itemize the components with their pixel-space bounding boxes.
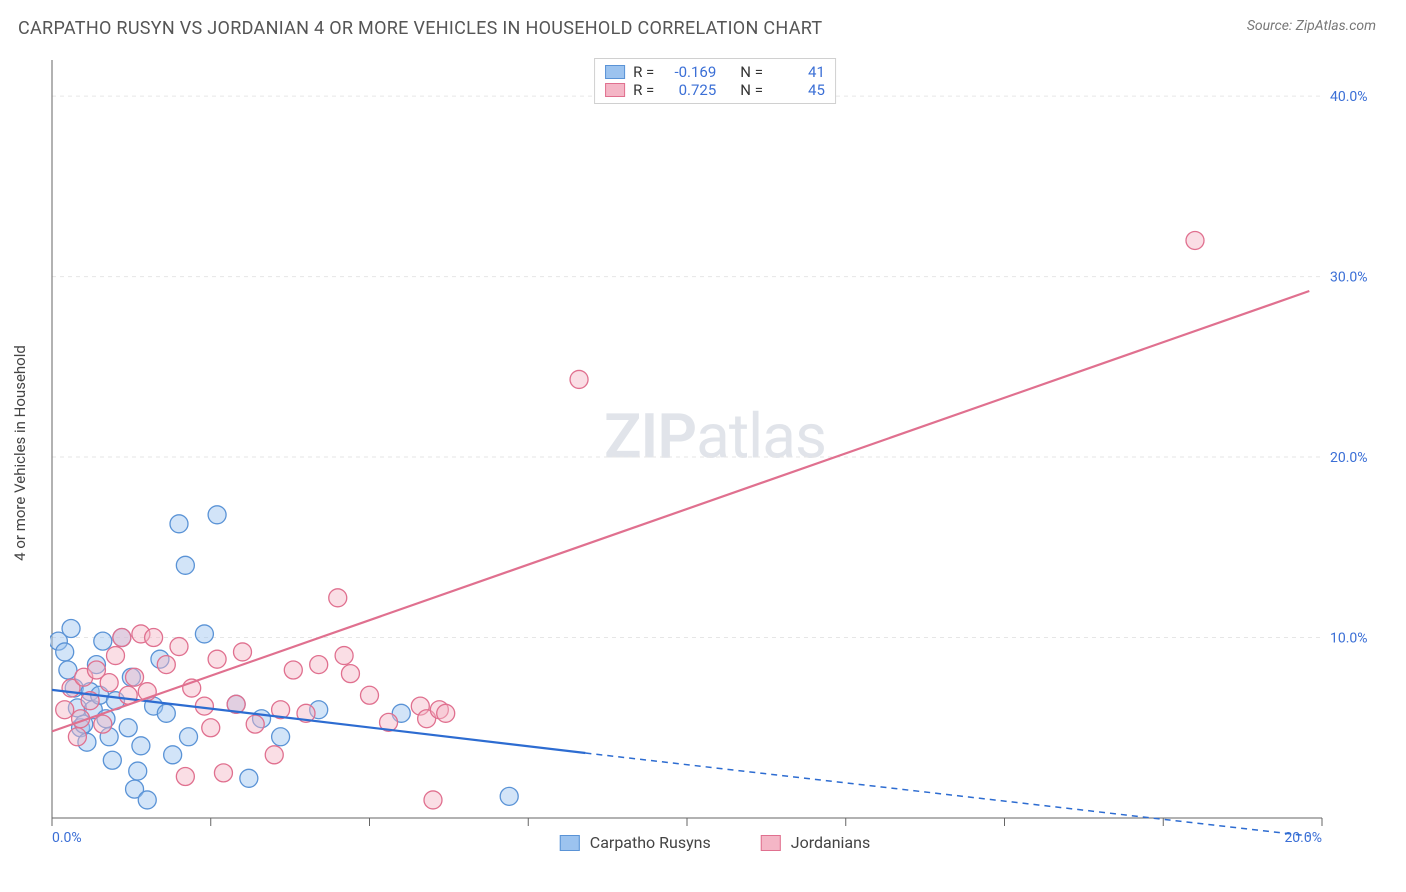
n-label-b: N = [740, 81, 763, 99]
source-credit: Source: ZipAtlas.com [1247, 18, 1376, 34]
svg-text:20.0%: 20.0% [1330, 450, 1368, 466]
series-legend: Carpatho Rusyns Jordanians [560, 833, 870, 852]
svg-text:20.0%: 20.0% [1284, 830, 1322, 846]
legend-swatch-a [560, 835, 580, 851]
r-value-a: -0.169 [662, 63, 716, 81]
chart-container: 4 or more Vehicles in Household ZIPatlas… [50, 58, 1380, 848]
r-label-a: R = [633, 63, 654, 81]
scatter-plot: 0.0% 20.0% 10.0% 20.0% 30.0% 40.0% [50, 58, 1380, 848]
legend-item-a: Carpatho Rusyns [560, 833, 711, 852]
legend-item-b: Jordanians [761, 833, 870, 852]
n-value-a: 41 [771, 63, 825, 81]
chart-title: CARPATHO RUSYN VS JORDANIAN 4 OR MORE VE… [18, 18, 822, 39]
legend-label-a: Carpatho Rusyns [590, 833, 711, 852]
swatch-a [605, 65, 625, 79]
stats-legend: R = -0.169 N = 41 R = 0.725 N = 45 [594, 58, 836, 104]
legend-swatch-b [761, 835, 781, 851]
svg-text:10.0%: 10.0% [1330, 631, 1368, 647]
r-label-b: R = [633, 81, 654, 99]
y-axis-label: 4 or more Vehicles in Household [11, 345, 29, 561]
svg-text:30.0%: 30.0% [1330, 270, 1368, 286]
r-value-b: 0.725 [662, 81, 716, 99]
stats-row-a: R = -0.169 N = 41 [605, 63, 825, 81]
swatch-b [605, 83, 625, 97]
stats-row-b: R = 0.725 N = 45 [605, 81, 825, 99]
n-value-b: 45 [771, 81, 825, 99]
n-label-a: N = [740, 63, 763, 81]
legend-label-b: Jordanians [791, 833, 870, 852]
svg-text:40.0%: 40.0% [1330, 89, 1368, 105]
svg-text:0.0%: 0.0% [52, 830, 82, 846]
